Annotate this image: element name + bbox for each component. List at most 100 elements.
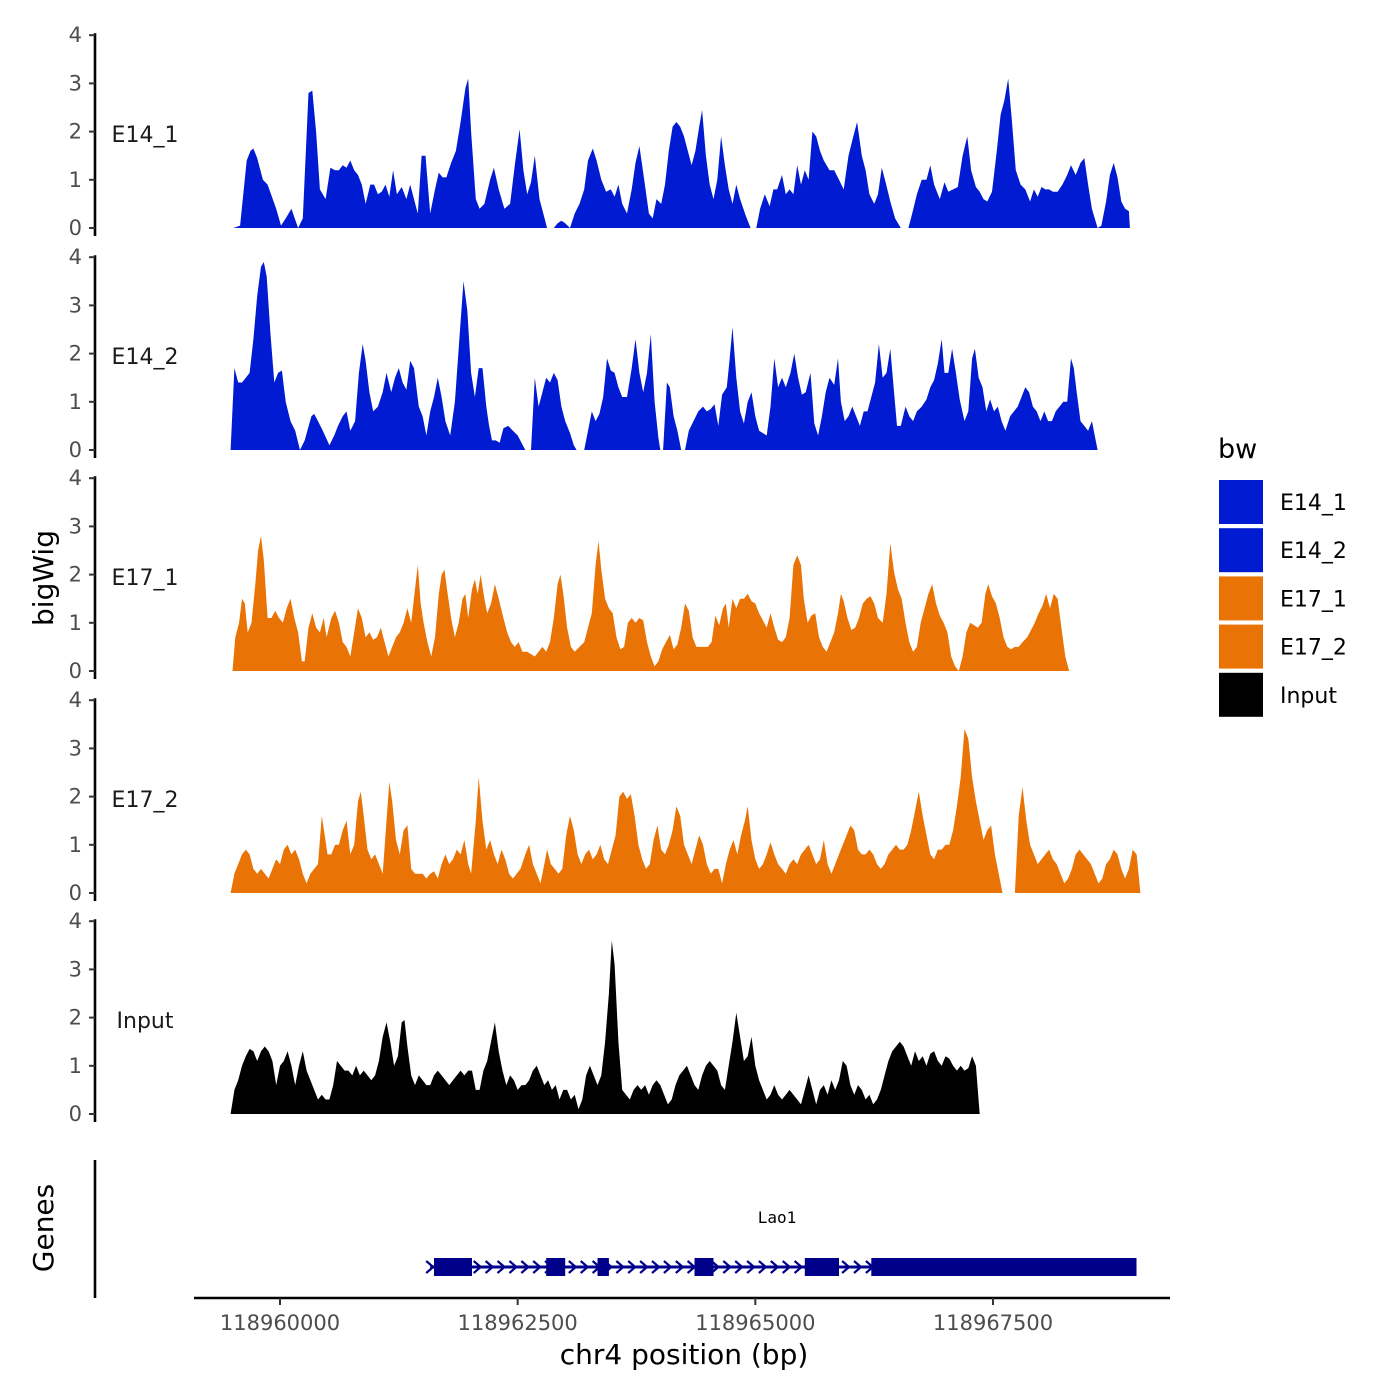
track-E14_2: 0 1 2 3 4 E14_2 — [69, 245, 1098, 462]
strand-arrow — [758, 1260, 768, 1274]
signal-area-E14_1 — [233, 78, 1130, 228]
y-tick-label: 4 — [69, 23, 82, 47]
strand-arrow — [615, 1260, 625, 1274]
track-E17_2: 0 1 2 3 4 E17_2 — [69, 688, 1141, 905]
legend-item: E14_2 — [1219, 528, 1347, 573]
strand-arrow — [568, 1260, 578, 1274]
y-tick-label: 2 — [69, 1006, 82, 1030]
x-tick-label: 118962500 — [458, 1311, 578, 1335]
y-tick-label: 2 — [69, 785, 82, 809]
strand-arrow — [853, 1260, 863, 1274]
legend-item: E14_1 — [1219, 480, 1347, 524]
track-label: Input — [117, 1009, 174, 1034]
legend-label: E14_1 — [1280, 491, 1347, 516]
y-tick-label: 3 — [69, 736, 82, 760]
y-tick-label: 0 — [69, 1102, 82, 1126]
y-tick-label: 1 — [69, 168, 82, 192]
strand-arrow — [781, 1260, 792, 1274]
y-tick-label: 4 — [69, 688, 82, 712]
legend-title: bw — [1218, 434, 1257, 465]
y-tick-label: 0 — [69, 659, 82, 683]
x-tick-label: 118960000 — [220, 1311, 340, 1335]
bigwig-tracks: 0 1 2 3 4 E14_1 0 1 2 3 4 E14_2 0 1 2 3 4 E17_1 0 1 2 3 4 E17_2… — [69, 23, 1141, 1126]
track-Input: 0 1 2 3 4 Input — [69, 909, 980, 1126]
legend-item: Input — [1219, 672, 1337, 717]
x-tick-label: 118967500 — [933, 1311, 1053, 1335]
gene-track-title: Genes — [27, 1184, 60, 1272]
signal-area-E17_1 — [232, 536, 1070, 671]
x-axis-title: chr4 position (bp) — [560, 1338, 809, 1371]
gene-track — [93, 1160, 1137, 1298]
legend-label: E17_2 — [1280, 636, 1347, 661]
legend-swatch — [1219, 480, 1263, 524]
gene-exon — [915, 1258, 1137, 1276]
gene-exon — [597, 1258, 609, 1276]
legend-swatch — [1219, 624, 1263, 669]
strand-arrow — [746, 1260, 756, 1274]
track-label: E14_1 — [112, 123, 179, 148]
legend-item: E17_2 — [1219, 624, 1347, 669]
strand-arrow — [484, 1260, 495, 1274]
strand-arrow — [472, 1260, 483, 1274]
strand-arrow — [627, 1260, 637, 1274]
y-tick-label: 0 — [69, 216, 82, 240]
track-E17_1: 0 1 2 3 4 E17_1 — [69, 466, 1070, 683]
y-tick-label: 4 — [69, 245, 82, 269]
x-axis: 118960000 118962500 118965000 118967500 — [194, 1296, 1170, 1335]
legend: bw E14_1 E14_2 E17_1 E17_2 Input — [1218, 434, 1347, 717]
strand-arrow — [663, 1260, 673, 1274]
y-tick-label: 4 — [69, 909, 82, 933]
y-tick-label: 1 — [69, 611, 82, 635]
y-tick-label: 0 — [69, 881, 82, 905]
legend-label: Input — [1280, 684, 1337, 709]
strand-arrow — [532, 1260, 542, 1274]
track-label: E17_1 — [112, 566, 179, 591]
strand-arrow — [722, 1260, 732, 1274]
gene-exon — [546, 1258, 566, 1276]
legend-swatch — [1219, 528, 1263, 573]
strand-arrow — [770, 1260, 780, 1274]
legend-label: E17_1 — [1280, 587, 1347, 612]
strand-arrow — [841, 1260, 851, 1274]
y-tick-label: 3 — [69, 293, 82, 317]
track-E14_1: 0 1 2 3 4 E14_1 — [69, 23, 1130, 240]
strand-arrow — [639, 1260, 649, 1274]
gene-exon — [434, 1258, 472, 1276]
strand-arrow — [675, 1260, 685, 1274]
y-tick-label: 3 — [69, 957, 82, 981]
legend-items: E14_1 E14_2 E17_1 E17_2 Input — [1219, 480, 1347, 717]
y-axis-title: bigWig — [27, 530, 60, 626]
gene-exon — [871, 1258, 915, 1276]
signal-area-E14_2 — [230, 262, 1098, 450]
y-tick-label: 1 — [69, 390, 82, 414]
strand-arrow — [710, 1260, 721, 1274]
gene-exon — [694, 1258, 714, 1276]
x-tick-label: 118965000 — [695, 1311, 815, 1335]
y-tick-label: 4 — [69, 466, 82, 490]
strand-arrow — [496, 1260, 507, 1274]
y-tick-label: 0 — [69, 438, 82, 462]
strand-arrow — [651, 1260, 661, 1274]
track-label: E17_2 — [112, 788, 179, 813]
legend-label: E14_2 — [1280, 539, 1347, 564]
y-tick-label: 2 — [69, 563, 82, 587]
strand-arrow — [579, 1260, 590, 1274]
y-tick-label: 3 — [69, 514, 82, 538]
gene-exon — [804, 1258, 839, 1276]
strand-arrow — [508, 1260, 519, 1274]
strand-arrow — [425, 1260, 435, 1274]
strand-arrow — [520, 1260, 530, 1274]
legend-swatch — [1219, 576, 1263, 621]
track-label: E14_2 — [112, 345, 179, 370]
legend-item: E17_1 — [1219, 576, 1347, 621]
y-tick-label: 2 — [69, 120, 82, 144]
y-tick-label: 3 — [69, 71, 82, 95]
y-tick-label: 2 — [69, 342, 82, 366]
y-tick-label: 1 — [69, 833, 82, 857]
legend-swatch — [1219, 672, 1263, 717]
strand-arrow — [734, 1260, 744, 1274]
signal-area-E17_2 — [230, 729, 1141, 893]
gene-label: Lao1 — [758, 1208, 797, 1227]
y-tick-label: 1 — [69, 1054, 82, 1078]
